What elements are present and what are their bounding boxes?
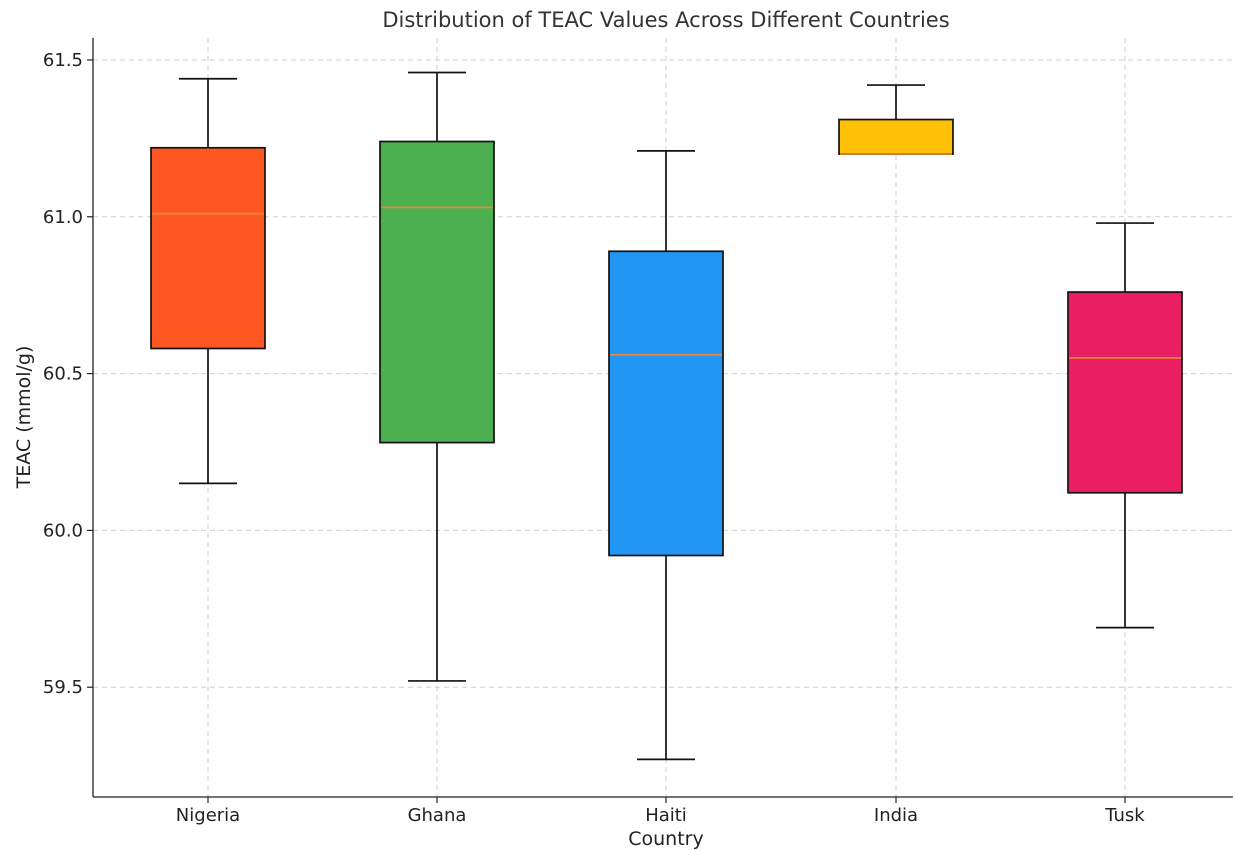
iqr-box [150, 146, 266, 350]
box-nigeria [150, 77, 266, 485]
y-tick-label: 61.0 [43, 207, 83, 228]
y-tick-label: 60.0 [43, 520, 83, 541]
iqr-box [379, 140, 495, 444]
x-tick-label: Ghana [408, 805, 467, 826]
ticks: 59.5 60.0 60.5 61.0 61.5 Nigeria Ghana Haiti Ind… [43, 50, 1145, 826]
axes [92, 38, 1233, 798]
y-axis-label: TEAC (mmol/g) [13, 346, 35, 490]
iqr-box [1067, 291, 1183, 494]
y-tick-label: 59.5 [43, 677, 83, 698]
iqr-box [838, 118, 954, 155]
box-tusk [1067, 222, 1183, 629]
x-tick-label: Haiti [645, 805, 687, 826]
y-tick-label: 61.5 [43, 50, 83, 71]
x-tick-label: India [874, 805, 918, 826]
chart-title: Distribution of TEAC Values Across Diffe… [382, 8, 949, 32]
boxes [150, 71, 1183, 761]
box-india [838, 84, 954, 155]
x-tick-label: Tusk [1104, 805, 1145, 826]
box-ghana [379, 71, 495, 682]
y-tick-label: 60.5 [43, 364, 83, 385]
iqr-box [608, 250, 724, 557]
box-haiti [608, 150, 724, 761]
x-tick-label: Nigeria [176, 805, 240, 826]
x-axis-label: Country [628, 828, 703, 850]
